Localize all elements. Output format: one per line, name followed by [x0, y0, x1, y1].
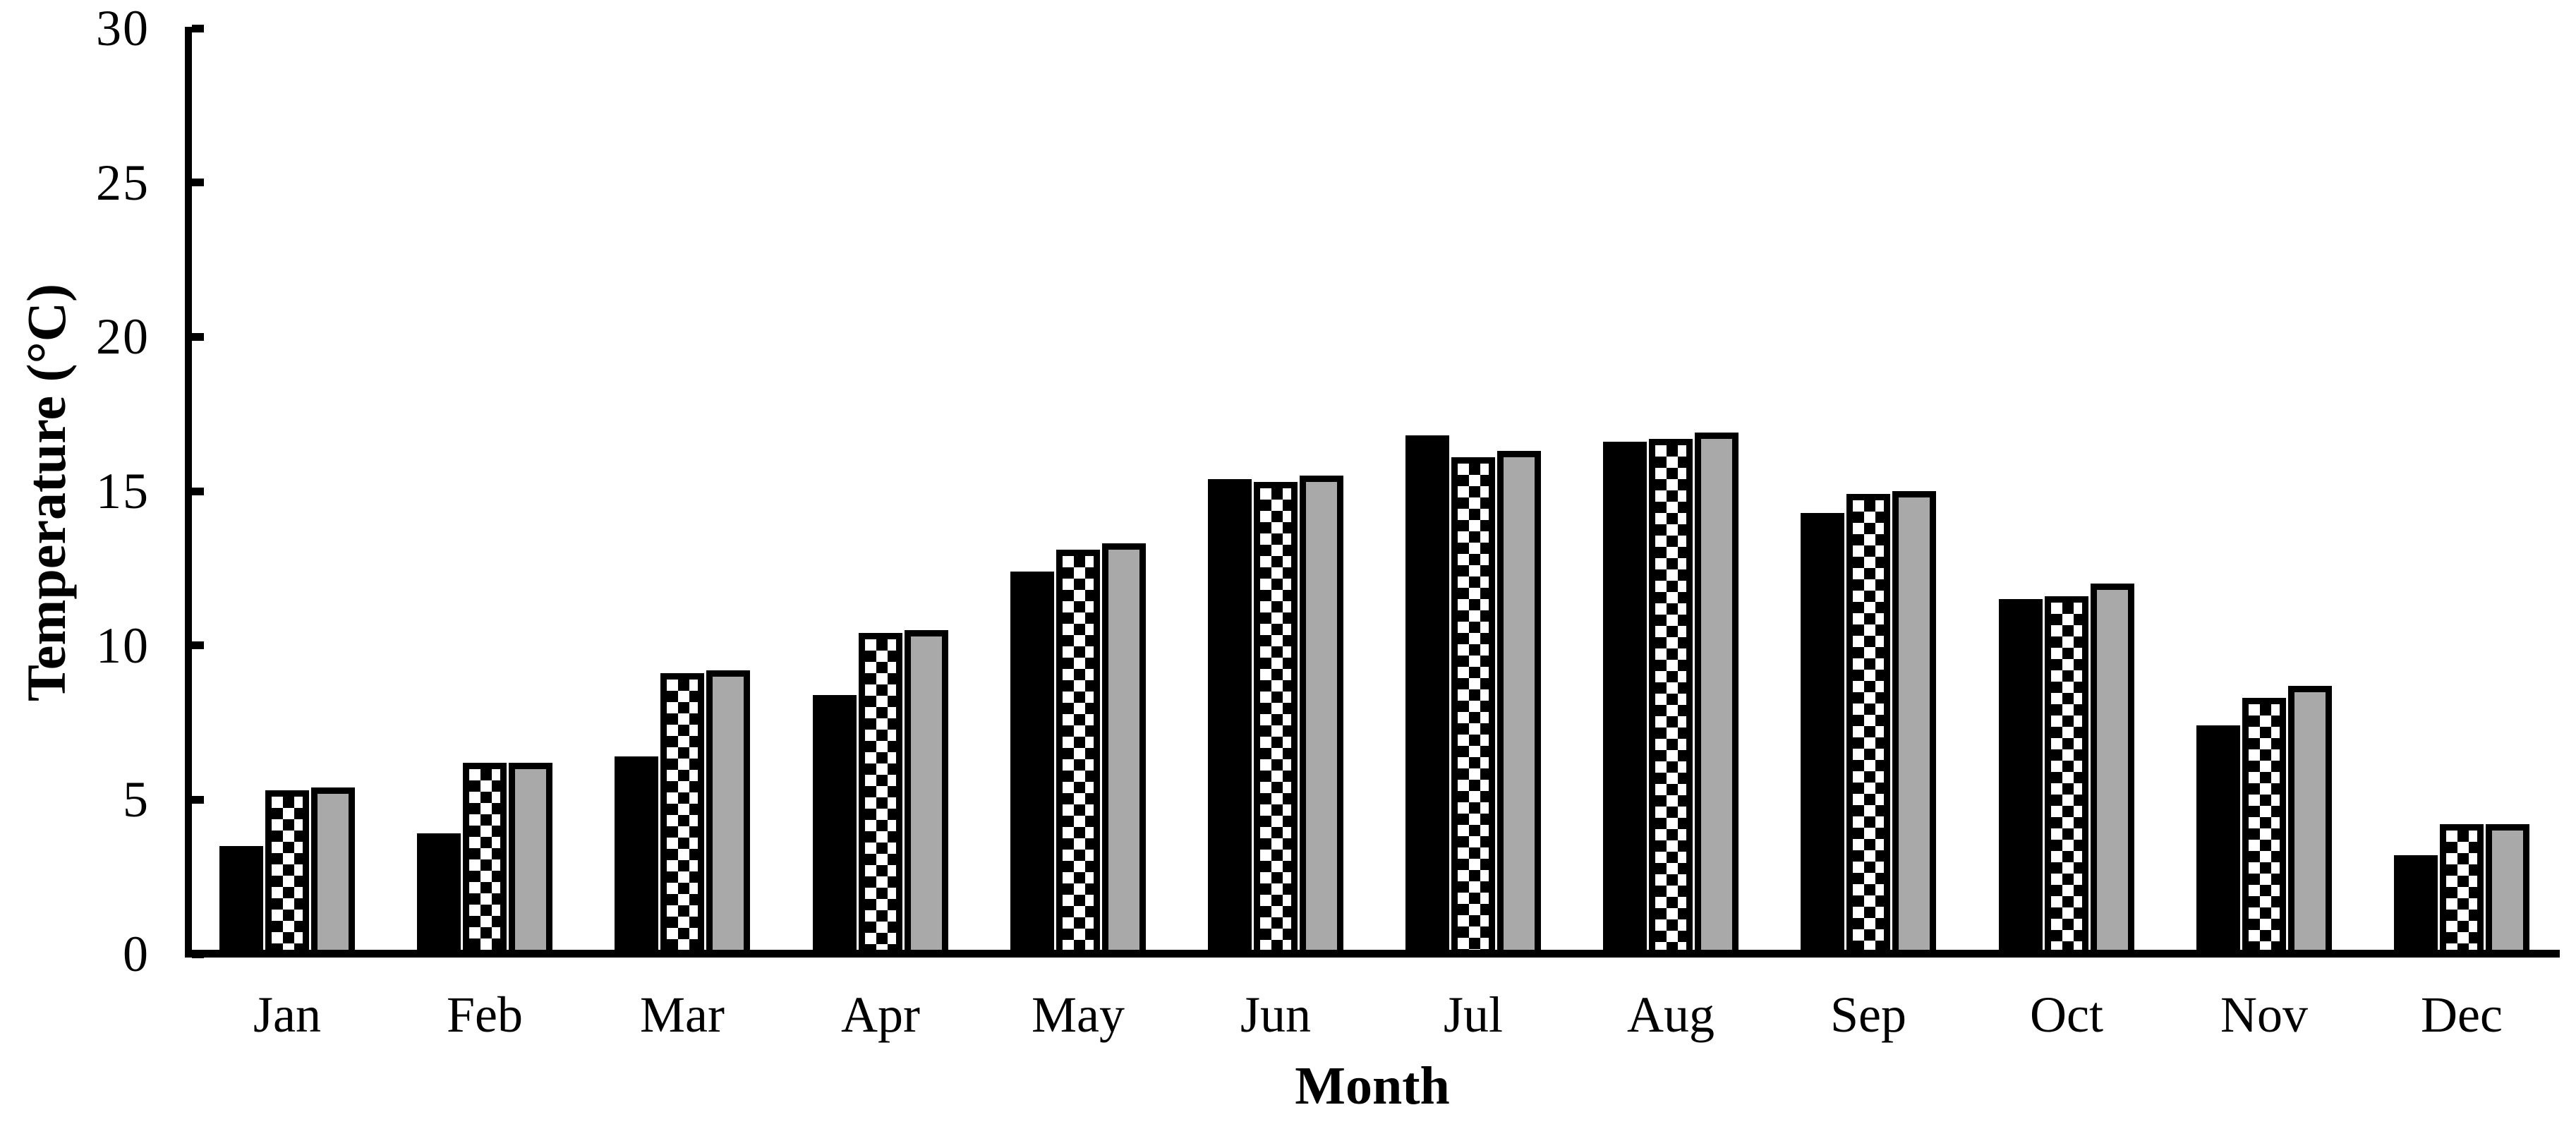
bar-aug-checkered: 16.7 [1649, 439, 1693, 957]
x-tick-label-feb: Feb [447, 986, 523, 1043]
bar-may-checkered: 13.1 [1056, 550, 1100, 957]
bar-dec-checkered: 4.2 [2440, 824, 2484, 957]
bar-sep-checkered: 14.9 [1846, 494, 1890, 957]
y-tick-label-0: 0 [123, 926, 150, 982]
x-tick-label-dec: Dec [2421, 986, 2503, 1043]
x-tick-label-jun: Jun [1240, 986, 1312, 1043]
bar-nov-checkered: 8.3 [2242, 698, 2286, 957]
bar-jan-black-solid: 3.5 [219, 846, 263, 957]
y-tick-mark-25 [192, 179, 204, 186]
bar-jul-black-solid: 16.8 [1405, 435, 1449, 957]
y-tick-mark-15 [192, 488, 204, 495]
bar-jul-gray-solid: 16.3 [1497, 451, 1541, 957]
bar-apr-checkered: 10.4 [859, 633, 902, 957]
y-tick-mark-30 [192, 25, 204, 32]
x-tick-label-jan: Jan [253, 986, 321, 1043]
bar-feb-gray-solid: 6.2 [509, 763, 552, 957]
bar-feb-checkered: 6.2 [463, 763, 507, 957]
x-tick-label-apr: Apr [841, 986, 920, 1043]
x-tick-label-jul: Jul [1443, 986, 1504, 1043]
x-tick-label-mar: Mar [640, 986, 725, 1043]
bar-sep-black-solid: 14.3 [1801, 513, 1844, 957]
x-tick-label-nov: Nov [2220, 986, 2308, 1043]
bar-jun-gray-solid: 15.5 [1300, 476, 1343, 957]
y-tick-label-25: 25 [96, 155, 150, 211]
bar-jan-checkered: 5.3 [265, 790, 309, 957]
bar-feb-black-solid: 3.9 [417, 833, 461, 957]
x-tick-label-aug: Aug [1627, 986, 1715, 1043]
bar-apr-black-solid: 8.4 [813, 695, 857, 957]
bar-aug-gray-solid: 16.9 [1695, 433, 1739, 957]
x-tick-label-sep: Sep [1830, 986, 1906, 1043]
x-axis-line [185, 950, 2560, 958]
bar-jul-checkered: 16.1 [1451, 457, 1495, 957]
y-tick-label-20: 20 [96, 308, 150, 365]
bar-may-black-solid: 12.4 [1010, 572, 1054, 957]
bar-jan-gray-solid: 5.4 [311, 787, 355, 957]
bar-dec-gray-solid: 4.2 [2486, 824, 2529, 957]
bar-oct-gray-solid: 12 [2091, 584, 2134, 957]
bar-mar-black-solid: 6.4 [615, 756, 658, 957]
bar-nov-gray-solid: 8.7 [2288, 686, 2332, 957]
x-tick-label-oct: Oct [2030, 986, 2103, 1043]
bar-oct-black-solid: 11.5 [1999, 599, 2043, 957]
bar-apr-gray-solid: 10.5 [905, 630, 948, 957]
bar-may-gray-solid: 13.3 [1102, 543, 1146, 957]
bar-aug-black-solid: 16.6 [1603, 442, 1647, 957]
y-tick-label-15: 15 [96, 463, 150, 519]
y-tick-mark-20 [192, 333, 204, 341]
y-tick-label-30: 30 [96, 0, 150, 56]
bar-mar-gray-solid: 9.2 [706, 670, 750, 957]
y-tick-label-10: 10 [96, 617, 150, 674]
bar-oct-checkered: 11.6 [2045, 596, 2088, 957]
x-tick-label-may: May [1032, 986, 1125, 1043]
bar-jun-black-solid: 15.4 [1208, 479, 1252, 957]
x-axis-title: Month [1295, 1056, 1450, 1116]
bar-mar-checkered: 9.1 [660, 673, 704, 957]
y-tick-mark-10 [192, 641, 204, 649]
bar-dec-black-solid: 3.2 [2394, 855, 2438, 957]
y-tick-label-5: 5 [123, 771, 150, 828]
y-tick-mark-5 [192, 796, 204, 804]
bar-jun-checkered: 15.3 [1254, 482, 1298, 957]
bar-sep-gray-solid: 15 [1892, 491, 1936, 957]
bar-nov-black-solid: 7.4 [2196, 725, 2240, 957]
y-axis-line [185, 27, 192, 958]
